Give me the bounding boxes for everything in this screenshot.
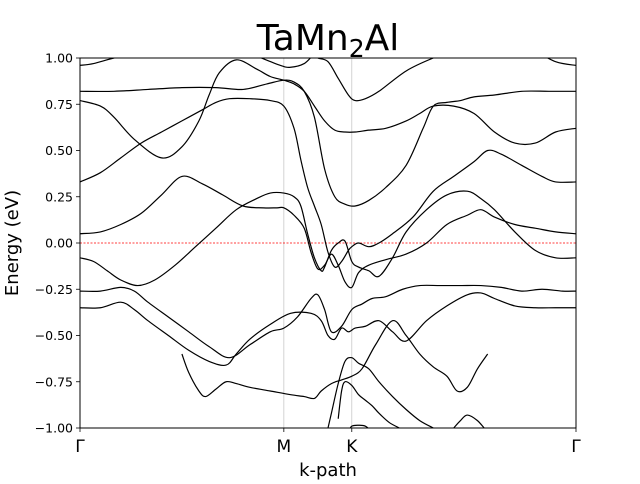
- band-1: [80, 79, 576, 207]
- y-tick-label-5: 0.25: [45, 189, 73, 204]
- y-axis-label: Energy (eV): [2, 190, 23, 296]
- chart-title: TaMn2Al: [256, 18, 400, 63]
- band-8: [181, 320, 489, 400]
- x-tick-label-3: Γ: [571, 437, 581, 457]
- x-tick-label-0: Γ: [75, 437, 85, 457]
- y-tick-label-8: 1.00: [45, 51, 73, 66]
- x-tick-label-1: M: [276, 437, 291, 457]
- band-11: [453, 414, 485, 428]
- band-6: [80, 284, 576, 359]
- y-tick-label-6: 0.50: [45, 143, 73, 158]
- y-tick-label-7: 0.75: [45, 97, 73, 112]
- band-2: [80, 59, 576, 159]
- band-7: [80, 292, 576, 366]
- chart-title-subscript: 2: [349, 34, 365, 63]
- band-10: [337, 380, 400, 428]
- y-tick-label-1: −0.75: [35, 374, 73, 389]
- y-axis-ticks: −1.00 −0.75 −0.50 −0.25 0.00 0.25 0.50 0.75 1.00: [35, 51, 80, 436]
- y-tick-label-3: −0.25: [35, 282, 73, 297]
- chart-title-tail: Al: [365, 18, 400, 59]
- y-tick-label-2: −0.50: [35, 328, 73, 343]
- y-tick-label-0: −1.00: [35, 421, 73, 436]
- band-3: [80, 97, 576, 268]
- x-tick-label-2: K: [346, 437, 358, 457]
- y-tick-label-4: 0.00: [45, 236, 73, 251]
- band-9: [327, 356, 434, 428]
- band-4: [80, 175, 576, 289]
- band-lines: [80, 58, 576, 428]
- x-axis-label: k-path: [299, 460, 357, 480]
- band-5: [80, 190, 576, 287]
- chart-title-base: TaMn: [256, 18, 349, 59]
